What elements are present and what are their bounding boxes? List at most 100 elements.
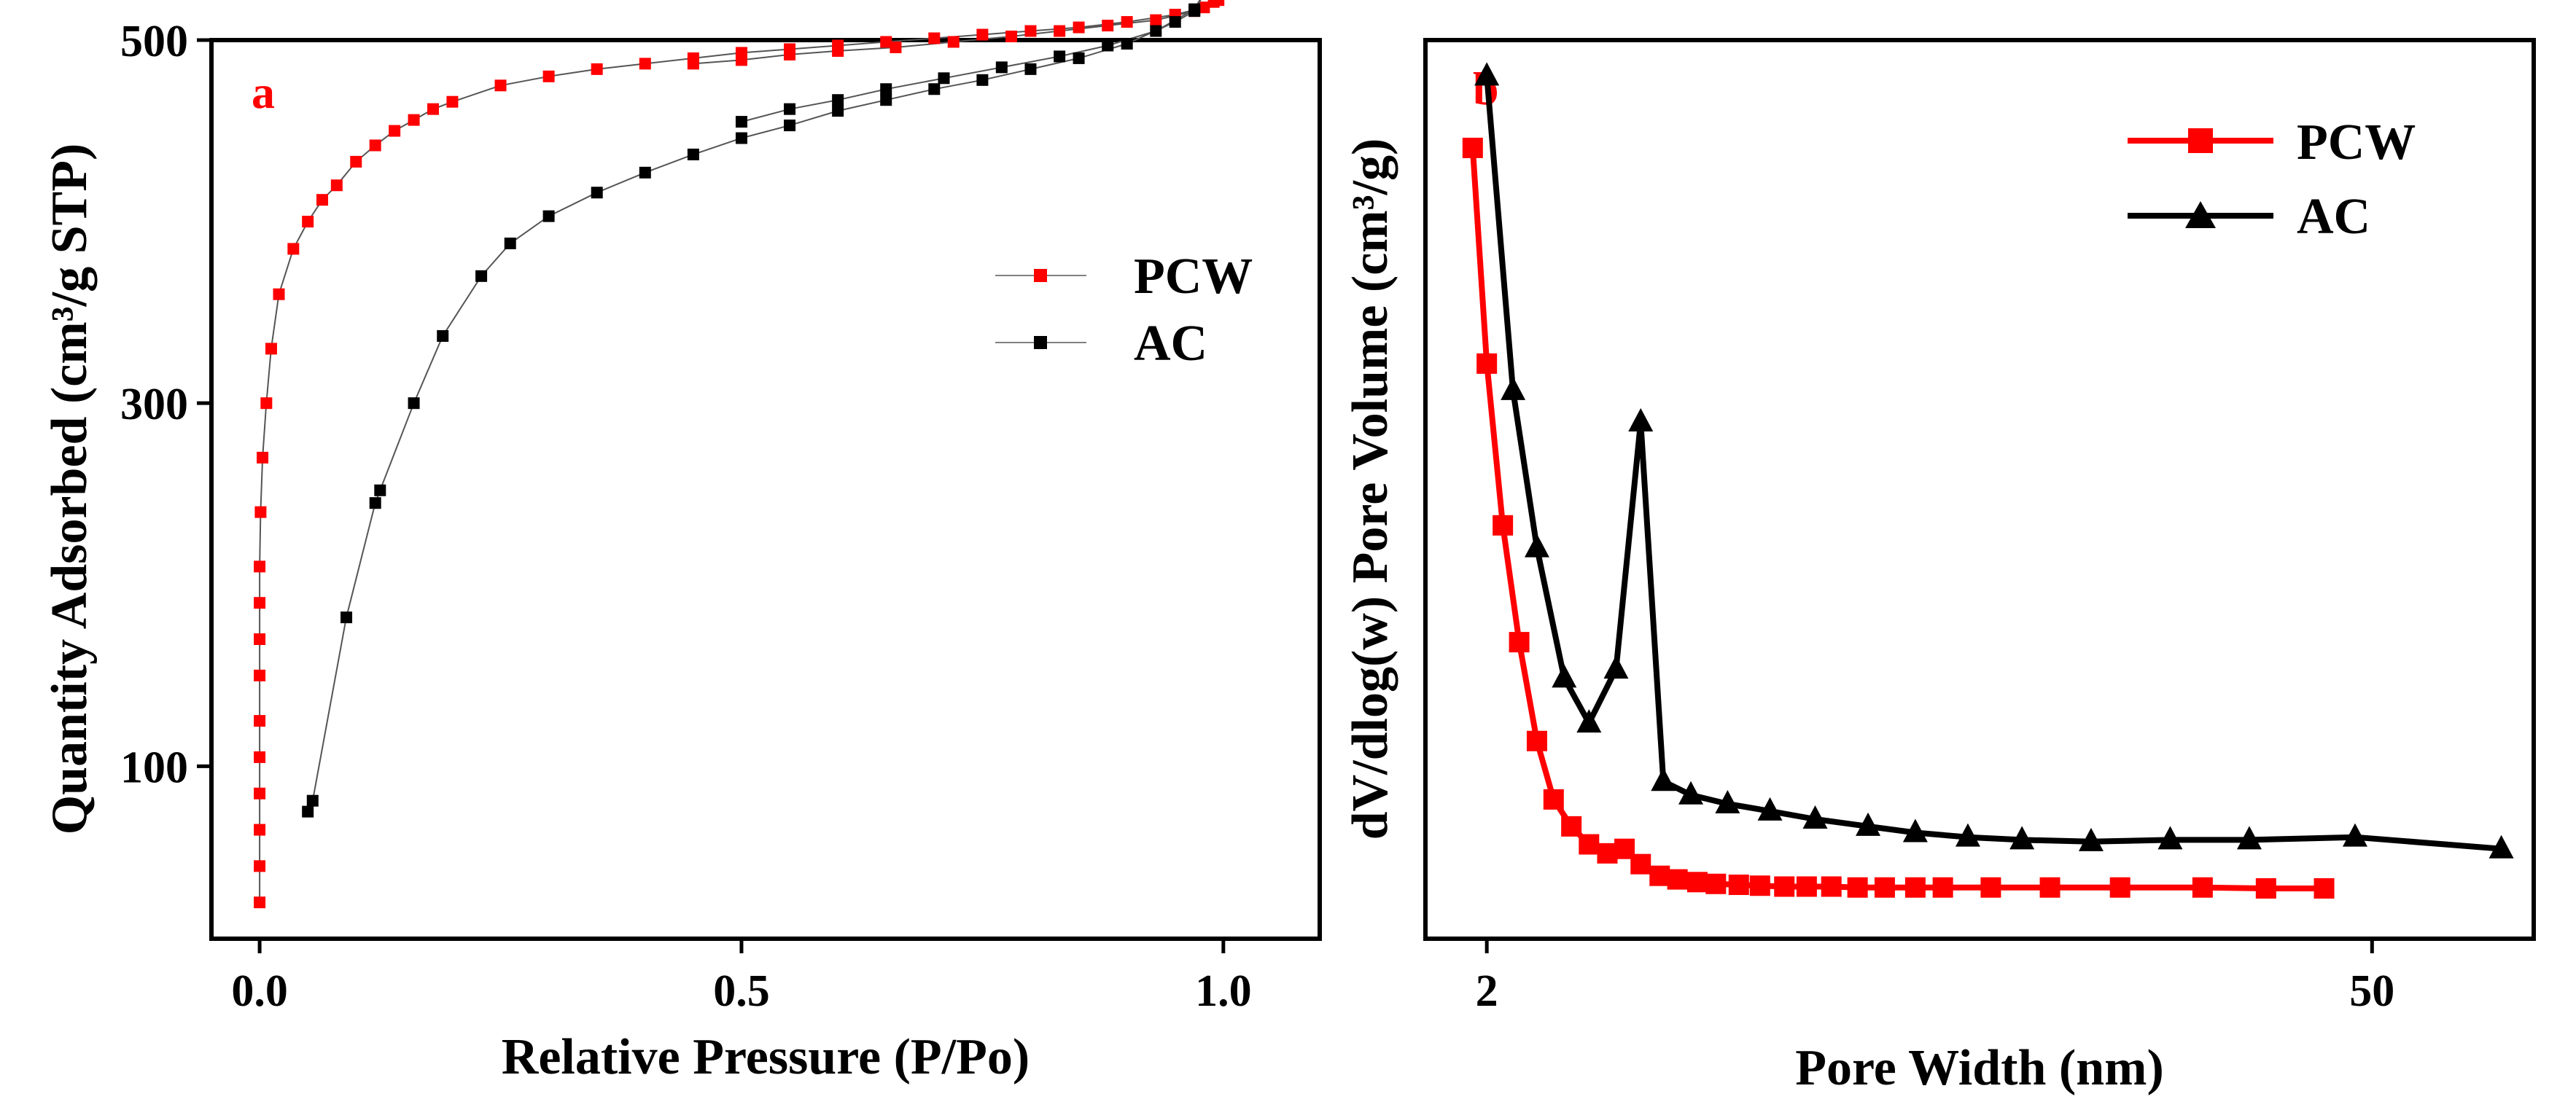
panel-a-ac-point <box>784 120 796 132</box>
panel-b-pcw-point <box>2109 877 2131 898</box>
panel-b-ac-point <box>1628 408 1654 432</box>
panel-a-pcw-point <box>976 28 989 41</box>
panel-a-ac-point <box>542 210 555 222</box>
panel-b-pcw-point <box>2255 877 2276 899</box>
panel-a-ac-point <box>880 94 892 106</box>
panel-a-pcw-point <box>254 787 266 800</box>
panel-b-pcw-point <box>2039 877 2061 898</box>
panel-a-ac-point <box>341 611 353 624</box>
panel-a-pcw-point <box>1150 14 1162 26</box>
panel-a-y-ticks: 100 300 500 <box>120 17 211 792</box>
panel-a-pcw-line <box>259 0 1219 903</box>
panel-b-ac-point <box>1802 805 1828 829</box>
panel-b-pcw-point <box>1561 816 1582 837</box>
panel-a-pcw-point <box>1121 16 1133 28</box>
panel-b-pcw-point <box>1630 853 1651 875</box>
panel-a-ac-point <box>735 116 747 128</box>
panel-a-x-axis-title: Relative Pressure (P/Po) <box>502 1029 1030 1085</box>
panel-a-pcw-point <box>369 139 381 152</box>
panel-b-ac-point <box>1757 797 1783 821</box>
panel-a-pcw-point <box>260 397 273 410</box>
panel-a-legend-pcw-label: PCW <box>1134 249 1253 305</box>
panel-b-ac-point <box>1552 664 1577 688</box>
panel-a-ac-point <box>1150 25 1162 37</box>
panel-b-pcw-point <box>1821 876 1842 897</box>
panel-b-pcw-point <box>1509 632 1530 653</box>
panel-b-plot-frame <box>1423 38 2536 941</box>
panel-b-ac-point <box>1955 823 1980 847</box>
panel-b-ac-point <box>1715 790 1740 814</box>
panel-b-pcw-point <box>1649 865 1670 886</box>
panel-a-pcw-point <box>330 179 343 192</box>
panel-a-letter: a <box>252 66 275 118</box>
panel-b-pcw-point <box>1543 789 1564 810</box>
panel-a-ac-point <box>1121 37 1133 50</box>
panel-a-pcw-point <box>254 669 266 681</box>
panel-a-pcw-point <box>1207 0 1220 8</box>
panel-a-pcw-point <box>273 288 285 300</box>
panel-b-ac-point <box>1651 767 1676 791</box>
panel-a-x-tick-label: 0.5 <box>713 966 770 1016</box>
panel-a-plot-frame <box>209 38 1322 941</box>
panel-b-ac-point <box>2157 826 2183 850</box>
panel-b-ac-point <box>2236 826 2262 850</box>
panel-a-pcw-point <box>254 896 266 909</box>
panel-a-ac-point <box>880 83 892 95</box>
panel-a-pcw-point <box>427 103 439 115</box>
panel-b-pcw-point <box>1667 869 1688 890</box>
panel-b-pcw-point <box>1705 873 1727 894</box>
panel-a-y-tick-label: 100 <box>120 743 188 792</box>
panel-a-ac-point <box>369 497 381 509</box>
panel-b-pcw-point <box>2314 877 2335 899</box>
panel-a-pcw-point <box>302 216 314 228</box>
panel-a-pcw-point <box>254 824 266 836</box>
panel-a-pcw-point <box>446 95 459 108</box>
panel-a-ac-point <box>437 330 449 343</box>
panel-a-y-tick-label: 300 <box>120 380 188 429</box>
panel-b-pcw-point <box>1579 834 1600 855</box>
panel-b-legend-ac-label: AC <box>2297 189 2370 245</box>
panel-b-ac-point <box>1524 533 1549 558</box>
panel-a-legend: PCW AC <box>995 249 1253 372</box>
panel-a-pcw-point <box>350 155 362 168</box>
panel-b-pcw-point <box>1847 877 1868 898</box>
panel-a-pcw-point <box>254 633 266 645</box>
panel-a-legend-ac-label: AC <box>1134 316 1207 372</box>
panel-a-pcw-point <box>408 114 420 126</box>
panel-a-pcw-point <box>832 44 844 57</box>
panel-a-pcw-point <box>687 58 699 70</box>
panel-a-pcw-point <box>880 36 892 48</box>
panel-a-pcw-point <box>254 597 266 609</box>
panel-a-legend-pcw-marker <box>1034 269 1047 282</box>
panel-a-y-axis-title: Quantity Adsorbed (cm³/g STP) <box>42 144 98 835</box>
panel-a-ac-point <box>408 397 420 410</box>
panel-b-ac-point <box>2342 823 2367 847</box>
panel-a-pcw-point <box>389 125 401 137</box>
panel-b-legend-pcw-label: PCW <box>2297 114 2416 171</box>
panel-a-pcw-point <box>254 560 266 573</box>
panel-a-pcw-point <box>1073 21 1085 34</box>
panel-a-ac-point <box>591 187 603 199</box>
panel-a-x-ticks: 0.0 0.5 1.0 <box>231 939 1252 1016</box>
panel-a: a 0.0 0.5 1.0 100 300 500 Relative Pressure … <box>42 0 1322 1085</box>
panel-a-pcw-point <box>1198 1 1210 14</box>
panel-b-legend: PCW AC <box>2128 114 2416 245</box>
panel-b-ac-point <box>2489 834 2514 859</box>
panel-a-pcw-point <box>1024 25 1037 37</box>
panel-b-ac-point <box>2078 827 2104 851</box>
panel-b-pcw-point <box>2192 877 2213 898</box>
panel-a-ac-point <box>928 83 941 95</box>
panel-a-pcw-point <box>1054 25 1066 37</box>
panel-a-x-tick-label: 0.0 <box>231 966 288 1016</box>
panel-a-pcw-point <box>890 41 902 53</box>
panel-a-pcw-point <box>265 343 277 355</box>
panel-a-pcw-point <box>735 54 747 66</box>
panel-a-ac-point <box>938 72 950 85</box>
panel-b-legend-pcw-marker <box>2188 128 2213 153</box>
panel-a-pcw-point <box>947 36 960 48</box>
panel-b-ac-point <box>1576 709 1602 733</box>
panel-a-pcw-point <box>316 194 328 206</box>
panel-b-pcw-point <box>1774 876 1795 897</box>
panel-a-legend-ac-marker <box>1034 336 1047 349</box>
panel-a-series <box>254 0 1225 909</box>
